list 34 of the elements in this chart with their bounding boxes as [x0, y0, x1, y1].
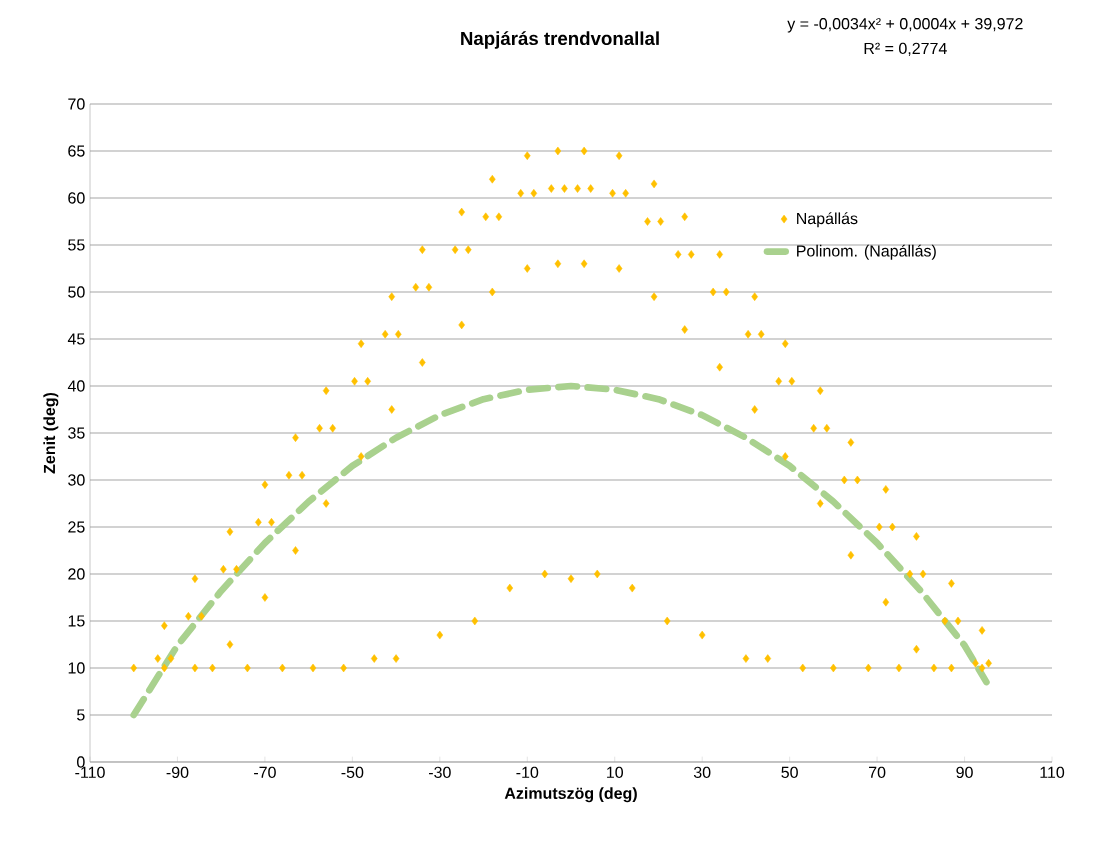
y-tick-label: 0: [77, 756, 85, 768]
y-axis-title: Zenit (deg): [43, 392, 59, 474]
y-tick-label: 10: [68, 662, 85, 674]
x-tick-label: -70: [254, 766, 276, 779]
legend-label: Polinom. (Napállás): [797, 244, 936, 260]
y-tick-label: 35: [68, 427, 85, 439]
text: R² = 0,2774: [864, 42, 947, 56]
y-tick-label: 30: [68, 474, 85, 486]
legend-label: Napállás: [797, 212, 858, 228]
x-tick-label: -90: [166, 766, 189, 779]
chart-title: Napjárás trendvonallal: [461, 31, 659, 49]
x-tick-label: 70: [869, 766, 886, 779]
x-tick-label: 30: [693, 766, 711, 779]
y-tick-label: 60: [68, 192, 85, 204]
x-tick-label: 90: [956, 766, 973, 779]
x-tick-label: -110: [75, 766, 105, 779]
y-tick-label: 70: [68, 98, 85, 110]
x-tick-label: 10: [607, 766, 624, 779]
text: y = -0,0034x² + 0,0004x + 39,972: [787, 18, 1023, 33]
y-tick-label: 65: [68, 145, 85, 157]
x-tick-label: 110: [1040, 766, 1065, 779]
x-tick-label: 50: [781, 766, 798, 779]
x-tick-label: -10: [516, 766, 539, 779]
y-tick-label: 25: [68, 521, 85, 533]
y-tick-label: 50: [68, 286, 85, 298]
x-tick-label: -50: [341, 766, 364, 779]
y-tick-label: 20: [68, 568, 85, 580]
y-tick-label: 55: [68, 239, 85, 251]
y-tick-label: 15: [68, 615, 85, 627]
y-tick-label: 5: [77, 709, 85, 721]
y-tick-label: 45: [67, 333, 85, 345]
x-tick-label: -30: [428, 766, 451, 779]
x-axis-title: Azimutszög (deg): [504, 787, 637, 803]
y-tick-label: 40: [67, 380, 85, 392]
